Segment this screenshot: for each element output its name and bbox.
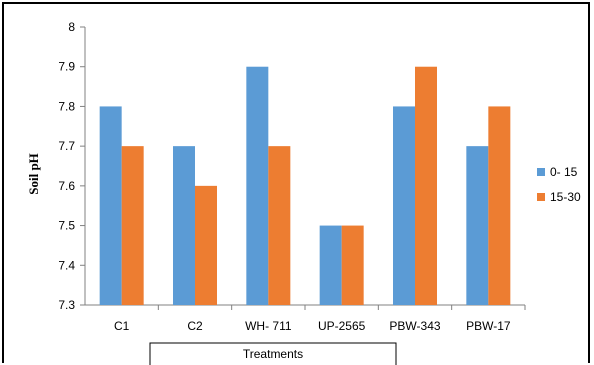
x-tick-labels: C1 C2 WH- 711 UP-2565 PBW-343 PBW-17: [114, 305, 526, 333]
bar-series-1: [466, 146, 489, 305]
x-tick-label: C1: [114, 319, 130, 333]
x-tick-label: UP-2565: [318, 319, 366, 333]
y-tick-label: 7.5: [58, 219, 75, 233]
x-tick-label: WH- 711: [245, 319, 292, 333]
y-tick-label: 7.8: [58, 99, 75, 113]
bar-series-2: [415, 66, 437, 305]
legend-swatch: [537, 193, 545, 201]
legend-label: 15-30: [550, 190, 581, 204]
bar-series-1: [393, 106, 415, 305]
y-tick-label: 8: [68, 20, 75, 34]
y-axis-ticks: 7.3 7.4 7.5 7.6 7.7 7.8 7.9 8: [58, 20, 85, 312]
x-tick-label: PBW-17: [466, 319, 511, 333]
chart-frame: [2, 2, 590, 363]
y-axis-label: Soil pH: [26, 153, 41, 195]
bars: [99, 66, 511, 305]
bar-series-2: [488, 106, 511, 305]
bar-series-1: [99, 106, 122, 305]
bar-series-1: [173, 146, 195, 305]
x-axis-label: Treatments: [243, 347, 303, 361]
bar-series-1: [319, 225, 342, 305]
bar-series-2: [268, 146, 291, 305]
y-tick-label: 7.4: [58, 258, 75, 272]
bar-series-1: [246, 66, 269, 305]
y-tick-label: 7.9: [58, 60, 75, 74]
bar-series-2: [341, 225, 364, 305]
legend: 0- 15 15-30: [537, 165, 581, 204]
x-tick-label: C2: [187, 319, 203, 333]
legend-label: 0- 15: [550, 165, 578, 179]
y-tick-label: 7.7: [58, 139, 75, 153]
legend-swatch: [537, 168, 545, 176]
bar-series-2: [195, 185, 217, 305]
bar-series-2: [121, 146, 144, 305]
y-tick-label: 7.3: [58, 298, 75, 312]
x-tick-label: PBW-343: [389, 319, 440, 333]
x-axis-label-box: [149, 342, 397, 365]
y-tick-label: 7.6: [58, 179, 75, 193]
